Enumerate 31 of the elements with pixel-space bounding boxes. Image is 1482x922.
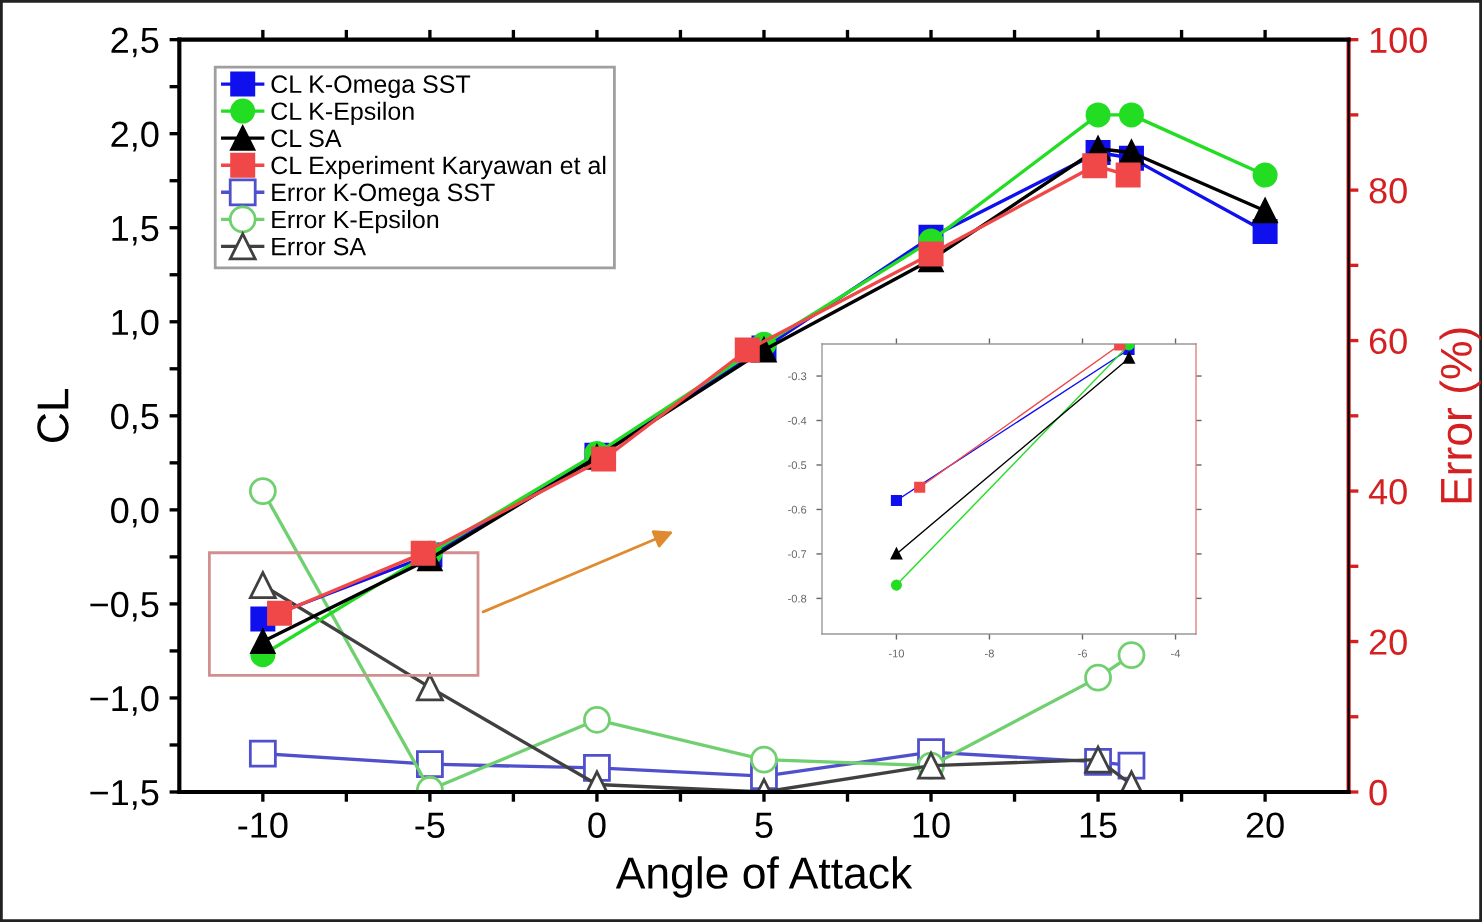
x-axis-title: Angle of Attack — [615, 856, 913, 898]
legend-label: Error SA — [272, 237, 367, 256]
x-tick-label: 0 — [588, 812, 606, 838]
legend-label: CL SA — [271, 129, 342, 148]
y-axis-title: CL — [37, 388, 69, 442]
y-tick-label: 2,5 — [111, 27, 159, 58]
y2-tick-label: 100 — [1370, 27, 1427, 54]
y-tick-label: 1,5 — [112, 215, 159, 246]
y2-tick-label: 80 — [1369, 177, 1407, 204]
y-tick-label: −1,0 — [90, 685, 159, 716]
y-tick-label: −0,5 — [90, 591, 159, 622]
y2-tick-label: 60 — [1369, 328, 1407, 355]
legend-label: Error K-Epsilon — [272, 209, 439, 234]
legend-label: Error K-Omega SST — [272, 183, 495, 207]
x-tick-label: 20 — [1246, 812, 1284, 838]
legend-label: CL Experiment Karyawan et al — [271, 155, 606, 180]
x-tick-label: 10 — [913, 812, 950, 838]
legend-label: CL K-Epsilon — [271, 101, 414, 126]
y2-axis-title: Error (%) — [1439, 328, 1481, 503]
x-tick-label: -5 — [415, 812, 445, 838]
x-tick-label: 15 — [1080, 812, 1117, 838]
y-tick-label: −1,5 — [90, 780, 159, 810]
x-tick-label: 5 — [755, 812, 773, 838]
y-tick-label: 2,0 — [111, 121, 159, 152]
x-tick-label: -10 — [238, 812, 288, 838]
y-tick-label: 0,0 — [111, 497, 159, 528]
y-tick-label: 1,0 — [112, 309, 159, 340]
legend-label: CL K-Omega SST — [271, 75, 471, 98]
y2-tick-label: 0 — [1369, 779, 1387, 806]
y2-tick-label: 40 — [1368, 478, 1407, 505]
y-tick-label: 0,5 — [111, 403, 159, 434]
